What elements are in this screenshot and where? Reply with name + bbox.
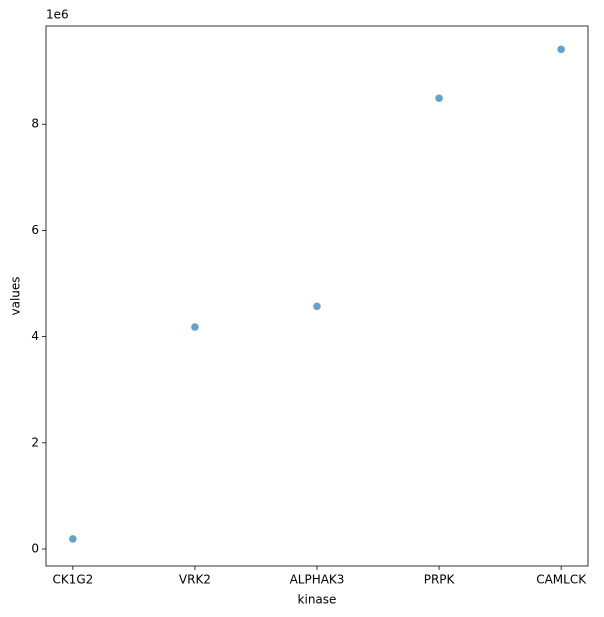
y-tick-label: 0 [31,542,39,556]
point [190,322,200,332]
x-tick-label: ALPHAK3 [290,573,345,587]
point [312,302,322,311]
x-tick-label: CK1G2 [52,573,93,587]
y-offset-label: 1e6 [46,8,69,22]
y-tick-label: 8 [31,117,39,131]
y-tick-label: 6 [31,223,39,237]
point [434,93,444,103]
x-tick-label: VRK2 [179,573,211,587]
point [556,45,566,54]
y-axis-label: values [9,276,23,315]
x-axis-label: kinase [298,593,337,607]
x-tick-label: CAMLCK [536,573,587,587]
x-tick-label: PRPK [424,573,456,587]
y-tick-label: 4 [31,329,39,343]
point [68,534,78,544]
plot-frame [45,25,589,567]
y-tick-label: 2 [31,435,39,449]
